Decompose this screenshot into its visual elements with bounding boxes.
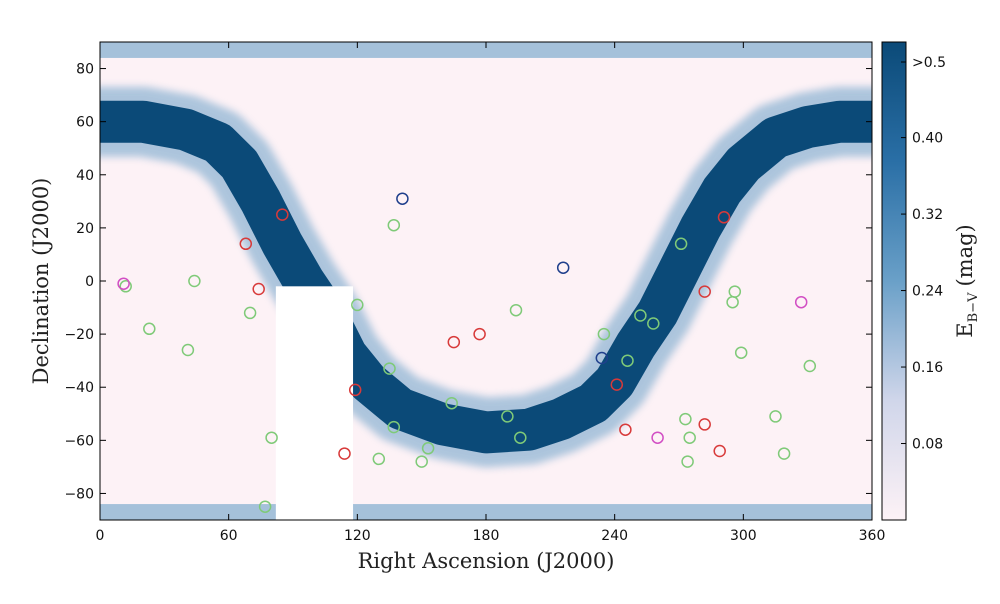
marker-navy <box>556 261 570 274</box>
marker-red <box>717 211 731 224</box>
marker-green <box>681 455 694 468</box>
marker-navy <box>396 192 409 205</box>
colorbar-title-sub: B−V <box>966 292 981 322</box>
colorbar: 0.08 0.16 0.24 0.32 0.40 >0.5 <box>881 41 946 521</box>
colorbar-gradient <box>881 41 907 521</box>
marker-red <box>338 447 351 460</box>
marker-green <box>597 327 611 341</box>
x-tick-label: 60 <box>220 528 238 544</box>
marker-red <box>619 423 632 436</box>
marker-green <box>777 447 791 460</box>
marker-green <box>243 306 257 320</box>
colorbar-title: EB−V (mag) <box>953 224 981 337</box>
x-axis: 0 60 120 180 240 300 360 <box>96 42 886 544</box>
marker-red <box>713 444 726 458</box>
colorbar-tick-label: 0.32 <box>912 207 943 223</box>
north-cap <box>100 42 872 58</box>
x-tick-label: 120 <box>344 528 371 544</box>
colorbar-tick-label: 0.24 <box>912 284 943 300</box>
marker-green <box>445 396 458 410</box>
x-tick-label: 180 <box>473 528 500 544</box>
marker-green <box>647 317 660 330</box>
marker-red <box>698 285 711 298</box>
x-tick-label: 240 <box>601 528 628 544</box>
galactic-plane-band <box>100 100 872 454</box>
marker-green <box>728 285 742 298</box>
marker-green <box>421 442 435 455</box>
marker-red <box>276 208 289 221</box>
marker-green <box>372 452 386 466</box>
x-tick-label: 0 <box>96 528 105 544</box>
marker-green <box>514 431 527 444</box>
y-tick-label: −80 <box>64 486 94 502</box>
colorbar-tick-label: 0.16 <box>912 360 943 376</box>
marker-green <box>683 431 696 444</box>
marker-green <box>634 309 647 322</box>
marker-green <box>181 343 195 357</box>
marker-green <box>258 500 272 513</box>
marker-green <box>621 354 634 367</box>
marker-green <box>803 359 817 373</box>
y-tick-label: −60 <box>64 433 94 449</box>
marker-red <box>239 237 253 251</box>
y-axis-title: Declination (J2000) <box>29 178 53 385</box>
masked-region <box>275 286 354 520</box>
y-tick-label: 20 <box>76 221 94 237</box>
marker-green <box>679 412 692 426</box>
marker-red <box>698 418 711 431</box>
marker-navy <box>595 351 609 365</box>
x-tick-label: 300 <box>730 528 757 544</box>
colorbar-title-main: E <box>953 322 977 337</box>
y-tick-label: −40 <box>64 380 94 396</box>
marker-green <box>265 431 278 444</box>
marker-green <box>387 420 401 434</box>
marker-green <box>509 303 523 317</box>
marker-magenta <box>117 277 130 290</box>
colorbar-tick-label: >0.5 <box>912 55 946 71</box>
marker-green <box>119 280 132 293</box>
y-tick-label: 80 <box>76 62 94 78</box>
y-tick-label: 0 <box>85 274 94 290</box>
marker-green <box>734 346 748 359</box>
colorbar-tick-label: 0.08 <box>912 437 943 453</box>
marker-green <box>351 298 364 312</box>
marker-green <box>674 237 688 251</box>
colorbar-tick-label: 0.40 <box>912 131 943 147</box>
marker-magenta <box>651 431 664 444</box>
marker-green <box>188 274 201 288</box>
marker-green <box>143 322 156 336</box>
marker-green <box>383 362 396 375</box>
marker-red <box>252 282 265 296</box>
y-tick-label: 60 <box>76 115 94 131</box>
marker-green <box>769 410 782 423</box>
marker-green <box>387 218 401 232</box>
y-axis: −80 −60 −40 −20 0 20 40 60 80 <box>64 62 872 502</box>
colorbar-title-unit: (mag) <box>953 224 977 286</box>
marker-red <box>610 378 624 391</box>
y-tick-label: 40 <box>76 168 94 184</box>
x-tick-label: 360 <box>859 528 886 544</box>
marker-magenta <box>794 295 808 309</box>
marker-green <box>415 455 428 468</box>
plot-area <box>100 42 872 520</box>
marker-red <box>473 327 486 341</box>
marker-red <box>447 335 461 349</box>
y-tick-label: −20 <box>64 327 94 343</box>
marker-red <box>348 383 362 397</box>
x-axis-title: Right Ascension (J2000) <box>358 549 615 573</box>
marker-green <box>501 410 514 423</box>
